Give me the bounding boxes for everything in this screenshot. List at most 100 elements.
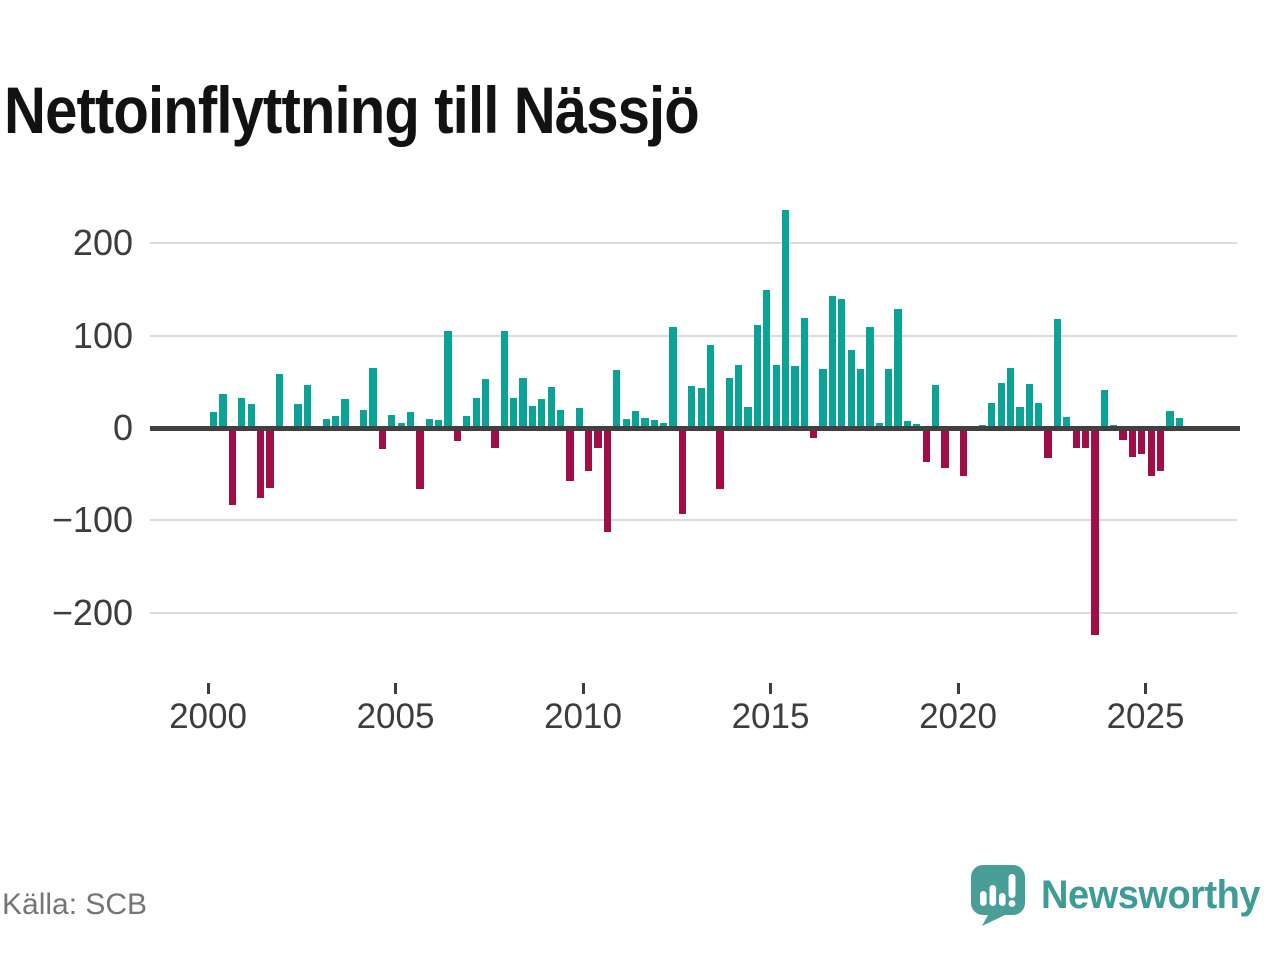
y-tick-label-100: 100 xyxy=(72,314,133,356)
bar-2017Q3 xyxy=(866,327,874,428)
bar-2020Q1 xyxy=(960,430,968,477)
bar-2006Q1 xyxy=(435,419,443,428)
logo-bar-1 xyxy=(980,891,987,906)
bar-2025Q2 xyxy=(1156,430,1165,471)
bar-2015Q2 xyxy=(781,210,790,428)
bar-2012Q1 xyxy=(660,423,668,428)
bar-2015Q3 xyxy=(791,366,799,428)
bar-2022Q1 xyxy=(1035,403,1043,428)
bar-2023Q3 xyxy=(1091,430,1099,635)
bar-2017Q4 xyxy=(875,423,883,428)
bar-2010Q1 xyxy=(585,430,593,471)
bar-2016Q2 xyxy=(819,368,827,428)
bar-2013Q4 xyxy=(725,378,733,428)
bar-2023Q1 xyxy=(1072,430,1080,449)
bar-2023Q2 xyxy=(1081,430,1090,448)
bar-2003Q3 xyxy=(341,399,349,428)
bar-2005Q4 xyxy=(425,418,433,428)
bar-2025Q3 xyxy=(1166,411,1174,428)
y-tick-label-200: 200 xyxy=(72,222,133,264)
bar-2008Q1 xyxy=(510,397,518,428)
bar-2022Q3 xyxy=(1053,319,1062,428)
bar-2016Q1 xyxy=(810,430,818,439)
x-tick-label-2010: 2010 xyxy=(544,697,622,736)
bar-2001Q1 xyxy=(247,404,255,428)
bar-2005Q2 xyxy=(406,412,415,428)
bar-2004Q1 xyxy=(360,410,368,428)
bar-2011Q3 xyxy=(641,417,649,428)
bar-2000Q3 xyxy=(228,430,237,505)
bar-2019Q3 xyxy=(941,430,949,468)
bar-2012Q2 xyxy=(669,327,677,428)
x-tick-2000 xyxy=(206,683,210,694)
bar-2000Q1 xyxy=(210,412,218,428)
zero-axis-line xyxy=(150,426,1240,431)
bar-2006Q4 xyxy=(463,416,471,428)
bar-2015Q1 xyxy=(772,365,780,428)
y-tick-label--100: −100 xyxy=(51,499,133,541)
brand-name: Newsworthy xyxy=(1041,872,1261,917)
y-tick-label--200: −200 xyxy=(51,591,133,633)
gridline--200 xyxy=(150,611,1237,614)
bar-2003Q2 xyxy=(331,416,340,428)
bar-2010Q2 xyxy=(594,430,602,448)
x-tick-label-2005: 2005 xyxy=(356,697,435,736)
x-tick-label-2020: 2020 xyxy=(919,697,997,736)
x-tick-2005 xyxy=(394,683,397,694)
bar-2016Q4 xyxy=(838,298,846,428)
x-tick-2025 xyxy=(1144,683,1147,694)
gridline-100 xyxy=(150,334,1237,337)
bar-2005Q3 xyxy=(416,430,424,490)
bar-2018Q2 xyxy=(894,308,902,428)
x-tick-2015 xyxy=(769,683,772,694)
logo-bar-3 xyxy=(999,893,1006,906)
bar-2004Q3 xyxy=(378,430,387,450)
bar-2009Q3 xyxy=(566,430,574,481)
bar-2024Q2 xyxy=(1119,430,1127,441)
bar-2011Q4 xyxy=(650,419,658,428)
bar-2022Q4 xyxy=(1063,416,1071,428)
bar-2025Q4 xyxy=(1175,417,1183,428)
bar-2012Q4 xyxy=(688,386,696,428)
x-tick-2010 xyxy=(581,683,585,694)
bar-2007Q4 xyxy=(500,331,508,428)
bar-2009Q1 xyxy=(547,387,555,428)
bar-2017Q1 xyxy=(847,350,855,428)
source-note: Källa: SCB xyxy=(2,888,148,921)
bar-2004Q4 xyxy=(388,415,396,428)
bar-2025Q1 xyxy=(1147,430,1155,477)
bar-2021Q2 xyxy=(1006,368,1015,428)
bar-2013Q2 xyxy=(706,344,715,428)
bar-2016Q3 xyxy=(828,296,837,428)
logo-exclamation-bar xyxy=(1008,874,1016,898)
bar-2023Q4 xyxy=(1100,390,1108,428)
bar-2020Q4 xyxy=(988,403,996,428)
bar-2024Q4 xyxy=(1138,430,1146,454)
bar-2019Q1 xyxy=(922,430,930,463)
bar-2018Q3 xyxy=(903,420,912,428)
bar-2021Q4 xyxy=(1025,383,1033,428)
bar-2022Q2 xyxy=(1044,430,1052,458)
bar-2004Q2 xyxy=(369,368,377,428)
bar-2014Q1 xyxy=(735,365,743,428)
bar-2008Q3 xyxy=(528,405,537,428)
bar-2006Q3 xyxy=(453,430,462,442)
bar-2003Q1 xyxy=(322,418,330,428)
bar-2006Q2 xyxy=(444,331,452,428)
bar-2007Q2 xyxy=(481,379,490,428)
brand-footer: Newsworthy xyxy=(967,860,1272,930)
bar-2009Q4 xyxy=(575,407,583,428)
bar-2005Q1 xyxy=(397,423,405,428)
gridline-200 xyxy=(150,242,1237,245)
bar-2011Q1 xyxy=(622,418,630,428)
bar-2015Q4 xyxy=(800,318,808,428)
bar-2008Q2 xyxy=(519,378,527,428)
bar-2001Q2 xyxy=(256,430,265,499)
bar-2013Q3 xyxy=(716,430,724,490)
bar-2001Q3 xyxy=(266,430,274,489)
bar-2014Q2 xyxy=(744,406,752,428)
bar-2019Q2 xyxy=(931,384,940,428)
bar-2010Q4 xyxy=(613,369,621,428)
